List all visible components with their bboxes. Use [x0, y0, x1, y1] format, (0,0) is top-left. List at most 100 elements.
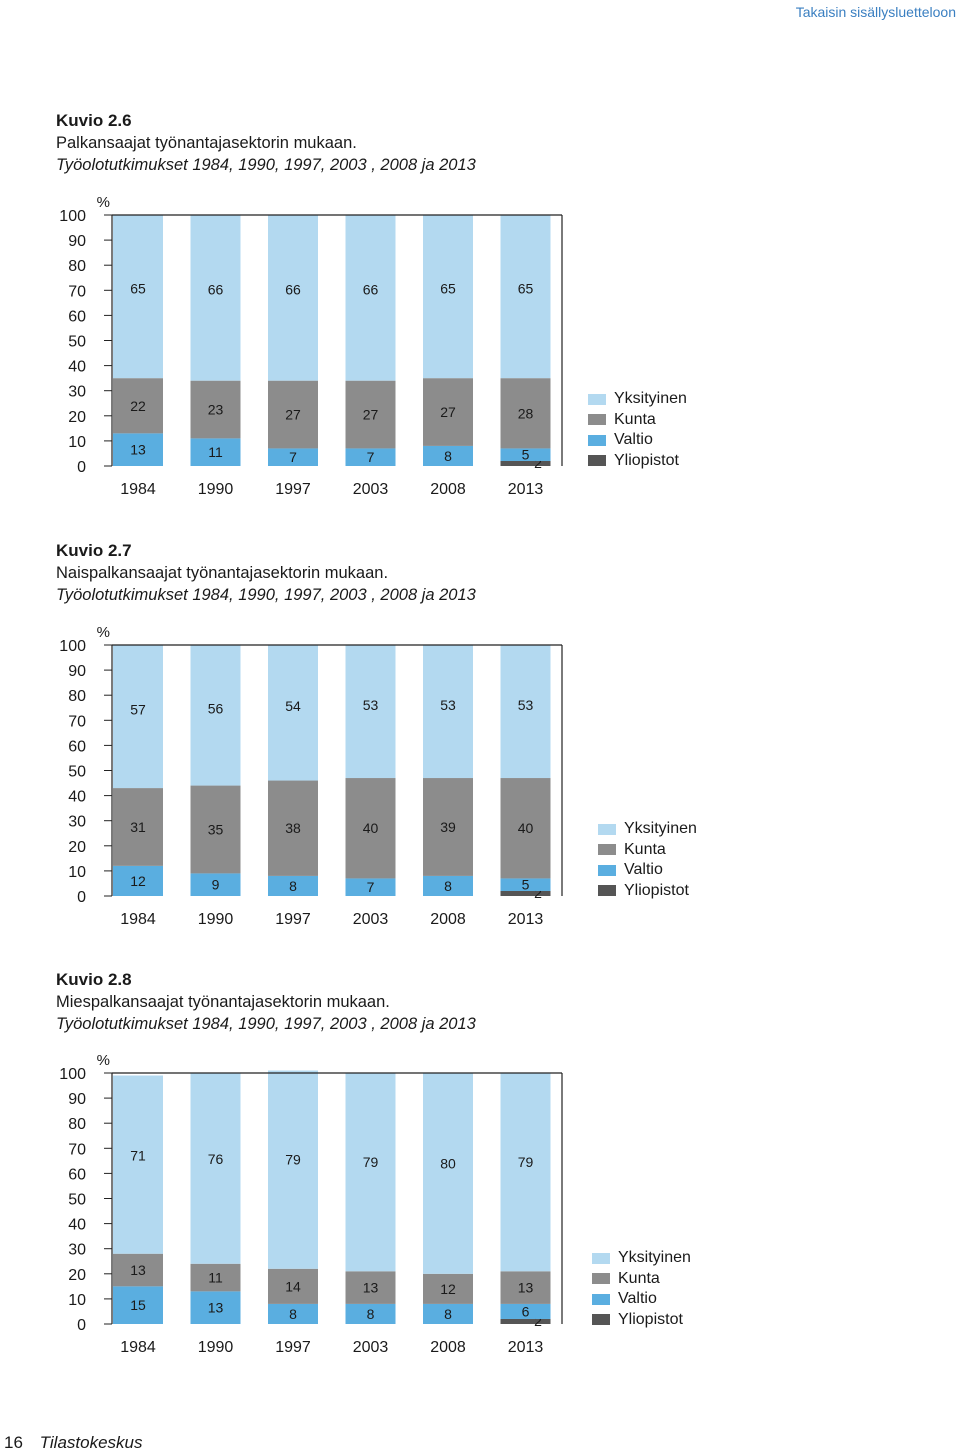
- data-label: 35: [208, 821, 224, 837]
- data-label: 53: [518, 697, 534, 713]
- y-tick-label: 0: [77, 1317, 86, 1334]
- data-label: 12: [440, 1281, 456, 1297]
- bar-segment-kunta: [423, 1273, 473, 1304]
- bar-segment-kunta: [268, 780, 318, 876]
- data-label: 5: [522, 877, 530, 893]
- bar-segment-kunta: [345, 778, 396, 879]
- bar-segment-kunta: [113, 788, 163, 866]
- data-label: 13: [518, 1280, 534, 1296]
- bar-segment-yliopistot: [500, 1318, 551, 1324]
- y-tick-label: 10: [68, 1292, 86, 1309]
- data-label: 15: [130, 1297, 146, 1313]
- legend-swatch: [588, 414, 606, 426]
- bar-segment-kunta: [345, 380, 396, 449]
- bar-segment-yliopistot: [500, 890, 551, 896]
- legend-swatch: [598, 885, 616, 897]
- bar-segment-kunta: [190, 785, 241, 874]
- y-tick-label: 30: [68, 384, 86, 401]
- legend-2-7: Yksityinen Kunta Valtio Yliopistot: [598, 819, 697, 901]
- y-tick-label: 90: [68, 663, 86, 680]
- bar-segment-kunta: [268, 380, 318, 449]
- data-label: 7: [289, 449, 297, 465]
- bar-segment-yksityinen: [345, 1073, 396, 1272]
- figure-subtitle: Työolotutkimukset 1984, 1990, 1997, 2003…: [56, 156, 476, 174]
- y-tick-label: 50: [68, 764, 86, 781]
- legend-swatch: [588, 393, 606, 405]
- y-tick-label: 90: [68, 1091, 86, 1108]
- bar-segment-valtio: [345, 878, 396, 896]
- y-tick-label: 100: [59, 638, 86, 655]
- legend-swatch: [592, 1252, 610, 1264]
- chart-2-6: 100 90 80 70 60 50 40 30 20 10 0% 13 22 65 1984 11 23 66 1…: [52, 190, 572, 500]
- legend-item-yliopistot: Yliopistot: [592, 1310, 691, 1331]
- legend-label: Yliopistot: [624, 881, 689, 899]
- bar-segment-yksityinen: [423, 1073, 473, 1274]
- data-label: 66: [285, 282, 301, 298]
- data-label: 8: [367, 1306, 375, 1322]
- bar-segment-valtio: [345, 448, 396, 466]
- data-label: 8: [289, 1306, 297, 1322]
- figure-number: Kuvio 2.6: [56, 111, 132, 130]
- figure-title: Miespalkansaajat työnantajasektorin muka…: [56, 993, 390, 1011]
- bar-segment-valtio: [500, 448, 551, 461]
- x-tick-label: 1990: [198, 911, 234, 928]
- data-label: 31: [130, 819, 146, 835]
- y-tick-label: 60: [68, 1166, 86, 1183]
- legend-item-yksityinen: Yksityinen: [592, 1248, 691, 1269]
- legend-2-6: Yksityinen Kunta Valtio Yliopistot: [588, 389, 687, 471]
- y-tick-label: 30: [68, 1242, 86, 1259]
- bar-segment-yksityinen: [500, 1073, 551, 1272]
- legend-item-valtio: Valtio: [588, 430, 687, 451]
- legend-item-yksityinen: Yksityinen: [598, 819, 697, 840]
- x-tick-label: 1997: [275, 911, 311, 928]
- y-tick-label: 90: [68, 233, 86, 250]
- bar-segment-kunta: [345, 1271, 396, 1304]
- toc-link[interactable]: Takaisin sisällysluetteloon: [795, 4, 956, 20]
- legend-item-valtio: Valtio: [592, 1289, 691, 1310]
- legend-label: Yksityinen: [618, 1249, 691, 1267]
- legend-item-yksityinen: Yksityinen: [588, 389, 687, 410]
- y-tick-label: 40: [68, 359, 86, 376]
- x-tick-label: 2003: [353, 481, 389, 498]
- y-tick-label: 80: [68, 1116, 86, 1133]
- legend-item-kunta: Kunta: [588, 410, 687, 431]
- data-label: 2: [534, 455, 542, 471]
- y-tick-label: 20: [68, 409, 86, 426]
- x-tick-label: 2003: [353, 1339, 389, 1356]
- figure-2-6: Kuvio 2.6 Palkansaajat työnantajasektori…: [56, 110, 936, 176]
- y-tick-label: 70: [68, 713, 86, 730]
- bar-segment-valtio: [190, 438, 241, 466]
- y-tick-label: 70: [68, 1141, 86, 1158]
- data-label: 8: [289, 878, 297, 894]
- data-label: 13: [208, 1300, 224, 1316]
- legend-label: Kunta: [618, 1269, 660, 1287]
- data-label: 22: [130, 398, 146, 414]
- figure-title: Palkansaajat työnantajasektorin mukaan.: [56, 134, 357, 152]
- bar-segment-kunta: [268, 1268, 318, 1304]
- data-label: 13: [130, 1262, 146, 1278]
- bar-segment-kunta: [500, 778, 551, 879]
- figure-title: Naispalkansaajat työnantajasektorin muka…: [56, 564, 389, 582]
- bar-segment-valtio: [423, 1303, 473, 1324]
- figure-2-7: Kuvio 2.7 Naispalkansaajat työnantajasek…: [56, 540, 936, 606]
- legend-swatch: [592, 1293, 610, 1305]
- data-label: 8: [444, 1306, 452, 1322]
- data-label: 7: [367, 879, 375, 895]
- legend-swatch: [598, 844, 616, 856]
- data-label: 7: [367, 449, 375, 465]
- bar-segment-kunta: [423, 778, 473, 876]
- y-tick-label: 40: [68, 1217, 86, 1234]
- data-label: 2: [534, 885, 542, 901]
- figure-number: Kuvio 2.8: [56, 970, 132, 989]
- y-tick-label: 30: [68, 814, 86, 831]
- data-label: 13: [130, 442, 146, 458]
- bar-segment-yksityinen: [345, 215, 396, 381]
- data-label: 57: [130, 701, 146, 717]
- bar-segment-yksityinen: [113, 1075, 163, 1254]
- x-tick-label: 2003: [353, 911, 389, 928]
- bar-segment-kunta: [500, 378, 551, 449]
- bar-segment-yksityinen: [190, 1073, 241, 1264]
- data-label: 71: [130, 1148, 146, 1164]
- bar-segment-yksityinen: [190, 215, 241, 381]
- data-label: 56: [208, 700, 224, 716]
